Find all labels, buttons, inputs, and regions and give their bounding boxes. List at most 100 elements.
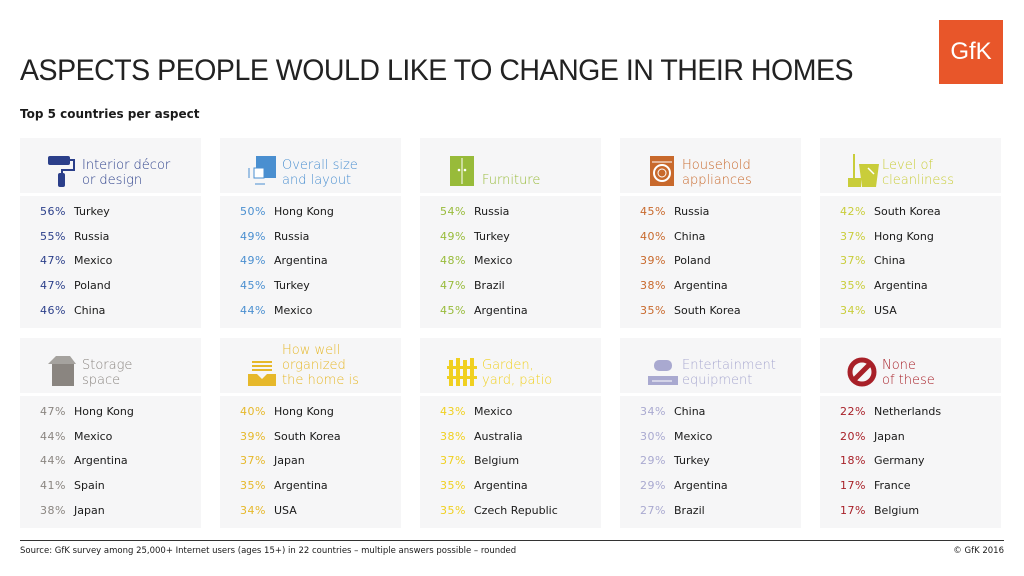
aspect-header: How well organized the home is — [220, 338, 401, 396]
country-name: Russia — [674, 204, 710, 218]
country-name: Argentina — [474, 303, 528, 317]
percentage: 38% — [640, 278, 666, 292]
country-name: Turkey — [74, 204, 110, 218]
list-item: 37% Hong Kong — [820, 224, 1001, 249]
list-item: 30% Mexico — [620, 424, 801, 449]
aspect-header: Storage space — [20, 338, 201, 396]
country-name: China — [674, 229, 706, 243]
inbox-tray-icon — [246, 354, 278, 388]
aspect-label: Furniture — [482, 173, 541, 188]
list-item: 48% Mexico — [420, 248, 601, 273]
list-item: 22% Netherlands — [820, 399, 1001, 424]
list-item: 49% Argentina — [220, 248, 401, 273]
country-name: Argentina — [474, 478, 528, 492]
aspect-card: None of these 22% Netherlands 20% Japan 18% Ge… — [820, 338, 1001, 528]
aspect-card: How well organized the home is 40% Hong Ko… — [220, 338, 401, 528]
country-list: 22% Netherlands 20% Japan 18% Germany 17% Franc… — [820, 399, 1001, 522]
country-list: 40% Hong Kong 39% South Korea 37% Japan 35% Arg… — [220, 399, 401, 522]
percentage: 37% — [840, 229, 866, 243]
list-item: 34% USA — [220, 498, 401, 523]
country-name: Mexico — [474, 254, 513, 268]
percentage: 35% — [440, 503, 466, 517]
list-item: 49% Turkey — [420, 224, 601, 249]
country-name: Spain — [74, 478, 105, 492]
country-name: Argentina — [674, 278, 728, 292]
list-item: 29% Turkey — [620, 448, 801, 473]
aspect-header: Interior décor or design — [20, 138, 201, 196]
aspect-label: Storage space — [82, 358, 133, 388]
country-list: 54% Russia 49% Turkey 48% Mexico 47% Brazil 45% A… — [420, 199, 601, 322]
percentage: 42% — [840, 204, 866, 218]
list-item: 41% Spain — [20, 473, 201, 498]
list-item: 42% South Korea — [820, 199, 1001, 224]
list-item: 45% Turkey — [220, 273, 401, 298]
country-name: Germany — [874, 454, 925, 468]
list-item: 39% South Korea — [220, 424, 401, 449]
list-item: 35% Argentina — [420, 473, 601, 498]
list-item: 47% Poland — [20, 273, 201, 298]
country-name: Netherlands — [874, 404, 942, 418]
percentage: 49% — [440, 229, 466, 243]
list-item: 44% Mexico — [20, 424, 201, 449]
percentage: 40% — [240, 404, 266, 418]
aspect-card: Entertainment equipment 34% China 30% Mexico… — [620, 338, 801, 528]
percentage: 49% — [240, 229, 266, 243]
country-name: Japan — [74, 503, 105, 517]
aspect-header: None of these — [820, 338, 1001, 396]
country-name: China — [74, 303, 106, 317]
percentage: 55% — [40, 229, 66, 243]
copyright: © GfK 2016 — [953, 546, 1004, 556]
percentage: 38% — [440, 429, 466, 443]
country-name: Argentina — [74, 454, 128, 468]
aspect-card: Garden, yard, patio 43% Mexico 38% Australia… — [420, 338, 601, 528]
country-name: Argentina — [274, 254, 328, 268]
percentage: 56% — [40, 204, 66, 218]
country-name: France — [874, 478, 911, 492]
list-item: 37% Belgium — [420, 448, 601, 473]
list-item: 54% Russia — [420, 199, 601, 224]
country-name: Russia — [274, 229, 310, 243]
aspect-card: Household appliances 45% Russia 40% China 39%… — [620, 138, 801, 328]
aspect-label: How well organized the home is — [282, 343, 359, 388]
percentage: 35% — [240, 478, 266, 492]
aspect-label: Garden, yard, patio — [482, 358, 553, 388]
percentage: 17% — [840, 503, 866, 517]
percentage: 45% — [440, 303, 466, 317]
list-item: 44% Argentina — [20, 448, 201, 473]
gfk-logo: GfK — [939, 20, 1003, 84]
aspect-card: Storage space 47% Hong Kong 44% Mexico 44% Arg… — [20, 338, 201, 528]
prohibited-icon — [846, 354, 878, 388]
list-item: 29% Argentina — [620, 473, 801, 498]
country-name: Mexico — [474, 404, 513, 418]
aspect-card: Level of cleanliness 42% South Korea 37% Hon… — [820, 138, 1001, 328]
country-name: Japan — [874, 429, 905, 443]
aspect-card: Furniture 54% Russia 49% Turkey 48% Mexico 47% B… — [420, 138, 601, 328]
percentage: 35% — [640, 303, 666, 317]
percentage: 37% — [840, 254, 866, 268]
country-list: 47% Hong Kong 44% Mexico 44% Argentina 41% Spai… — [20, 399, 201, 522]
country-name: Australia — [474, 429, 523, 443]
washing-machine-icon — [646, 154, 678, 188]
percentage: 45% — [240, 278, 266, 292]
paint-roller-icon — [46, 154, 78, 188]
country-name: USA — [274, 503, 297, 517]
percentage: 17% — [840, 478, 866, 492]
list-item: 46% China — [20, 298, 201, 323]
game-console-icon — [646, 354, 678, 388]
percentage: 48% — [440, 254, 466, 268]
percentage: 47% — [40, 254, 66, 268]
country-name: South Korea — [674, 303, 741, 317]
list-item: 35% Argentina — [220, 473, 401, 498]
list-item: 39% Poland — [620, 248, 801, 273]
country-name: Mexico — [674, 429, 713, 443]
country-name: Brazil — [674, 503, 705, 517]
percentage: 39% — [640, 254, 666, 268]
percentage: 40% — [640, 229, 666, 243]
aspect-card: Interior décor or design 56% Turkey 55% Russ… — [20, 138, 201, 328]
percentage: 34% — [840, 303, 866, 317]
list-item: 37% Japan — [220, 448, 401, 473]
percentage: 43% — [440, 404, 466, 418]
list-item: 27% Brazil — [620, 498, 801, 523]
list-item: 17% Belgium — [820, 498, 1001, 523]
country-list: 43% Mexico 38% Australia 37% Belgium 35% Argent… — [420, 399, 601, 522]
